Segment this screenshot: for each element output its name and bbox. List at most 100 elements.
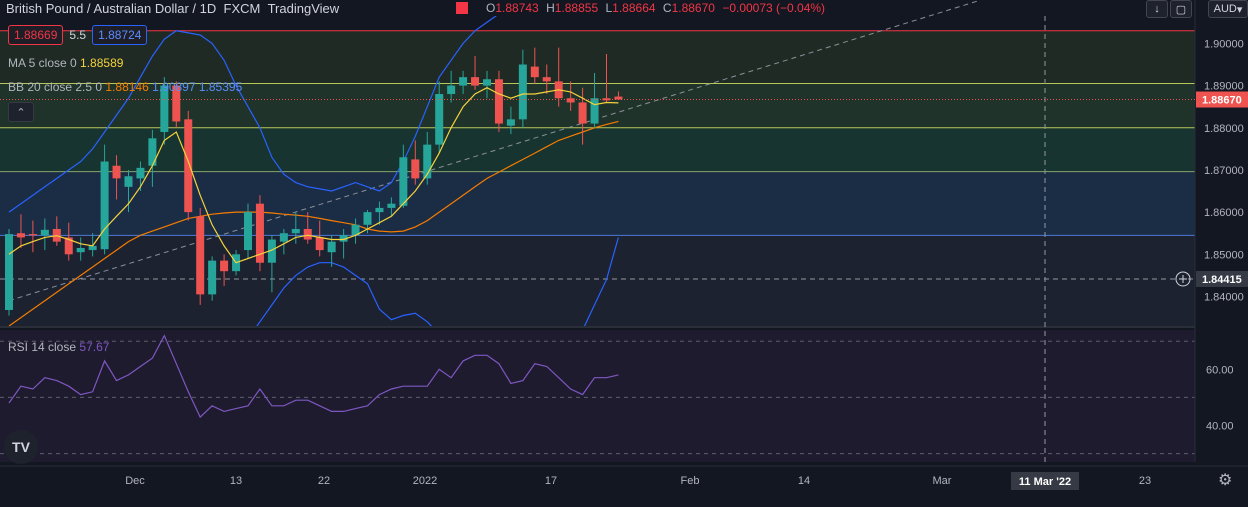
candle-body[interactable] [184,119,193,213]
bb-basis-line[interactable] [8,120,619,326]
candle[interactable] [291,212,300,244]
candle-body[interactable] [28,234,37,236]
candle-body[interactable] [351,224,360,236]
candle-body[interactable] [614,96,623,100]
candle[interactable] [244,203,252,259]
candle-body[interactable] [5,234,13,310]
rsi-line[interactable] [8,334,619,419]
candle-body[interactable] [483,79,491,86]
candle-body[interactable] [530,66,539,78]
candle-body[interactable] [40,229,49,236]
candle[interactable] [423,131,432,185]
candle-body[interactable] [518,64,527,120]
candle[interactable] [315,220,324,257]
candle-body[interactable] [136,167,145,179]
candle-body[interactable] [542,77,551,82]
candle[interactable] [160,77,169,145]
cursor-price-tag[interactable] [1196,270,1248,287]
bb-upper-line[interactable] [8,0,618,213]
time-cursor-tag[interactable] [1011,472,1079,490]
candle-body[interactable] [279,233,288,242]
candle[interactable] [184,110,193,221]
time-axis-layer[interactable]: Dec 13 22 2022 17 Feb 14 Mar 23 11 Mar '22 [0,465,1248,490]
candle-body[interactable] [208,260,217,295]
candle-body[interactable] [220,260,229,272]
candle[interactable] [40,218,49,251]
fullscreen-icon[interactable]: ▢ [1170,0,1192,18]
candle[interactable] [255,195,264,272]
candle[interactable] [196,207,205,305]
candle-body[interactable] [327,241,336,253]
currency-selector[interactable]: AUD ▾ [1208,0,1248,18]
candle[interactable] [471,56,480,90]
candle-body[interactable] [375,207,384,213]
candle-body[interactable] [566,98,575,103]
trendline[interactable] [8,0,978,302]
candle[interactable] [387,197,396,217]
candle[interactable] [518,49,527,128]
candle[interactable] [447,70,456,103]
candle[interactable] [590,72,599,128]
candle[interactable] [530,47,539,84]
candle-body[interactable] [387,203,396,208]
candle[interactable] [28,220,37,253]
candle[interactable] [339,228,348,259]
candle-body[interactable] [16,233,25,238]
sell-button[interactable]: 1.88669 [8,25,64,45]
candle-body[interactable] [578,102,587,124]
ma-legend[interactable]: MA 5 close 0 1.88589 [8,56,123,70]
candle[interactable] [208,256,217,301]
candle-body[interactable] [64,237,73,255]
candle-body[interactable] [494,79,503,124]
candle-body[interactable] [100,161,109,250]
candle-body[interactable] [112,165,121,179]
candle-body[interactable] [459,77,468,86]
candle[interactable] [124,169,133,213]
candle[interactable] [506,106,515,135]
candle[interactable] [542,64,551,95]
candle-body[interactable] [196,216,205,295]
candle[interactable] [375,201,384,225]
candle[interactable] [327,235,336,267]
tradingview-logo[interactable]: TV [4,430,38,464]
candle-body[interactable] [423,144,432,179]
candle-body[interactable] [291,228,300,234]
candle[interactable] [614,91,623,100]
candle-body[interactable] [435,94,444,145]
candle[interactable] [16,214,25,248]
scroll-down-icon[interactable]: ↓ [1146,0,1168,18]
interval-label[interactable]: 1D [199,1,217,16]
gear-icon[interactable]: ⚙ [1218,472,1233,489]
candle-body[interactable] [590,98,599,124]
candle[interactable] [64,222,73,261]
candle-body[interactable] [148,138,157,166]
candle[interactable] [435,81,444,154]
candle[interactable] [303,212,312,244]
current-price-tag[interactable] [1196,91,1248,108]
candle-body[interactable] [303,228,312,240]
candle-body[interactable] [124,176,133,187]
candle-body[interactable] [255,203,264,263]
candle[interactable] [459,70,468,95]
candle-body[interactable] [447,85,456,95]
candle[interactable] [148,129,157,187]
candles-layer[interactable] [5,47,623,316]
candle-body[interactable] [76,247,85,253]
candle-body[interactable] [172,85,181,122]
candle[interactable] [5,228,13,316]
candle-body[interactable] [471,77,480,86]
candle[interactable] [566,81,575,111]
bb-legend[interactable]: BB 20 close 2.5 0 1.88146 1.90897 1.8539… [8,80,242,94]
candle-body[interactable] [411,159,420,179]
candle[interactable] [411,140,420,185]
candle[interactable] [483,70,491,99]
buy-button[interactable]: 1.88724 [92,25,148,45]
candle-body[interactable] [399,157,408,206]
rsi-legend[interactable]: RSI 14 close 57.67 [8,340,109,354]
candle-body[interactable] [506,119,515,126]
candle-body[interactable] [88,245,97,251]
candle-body[interactable] [160,85,169,132]
